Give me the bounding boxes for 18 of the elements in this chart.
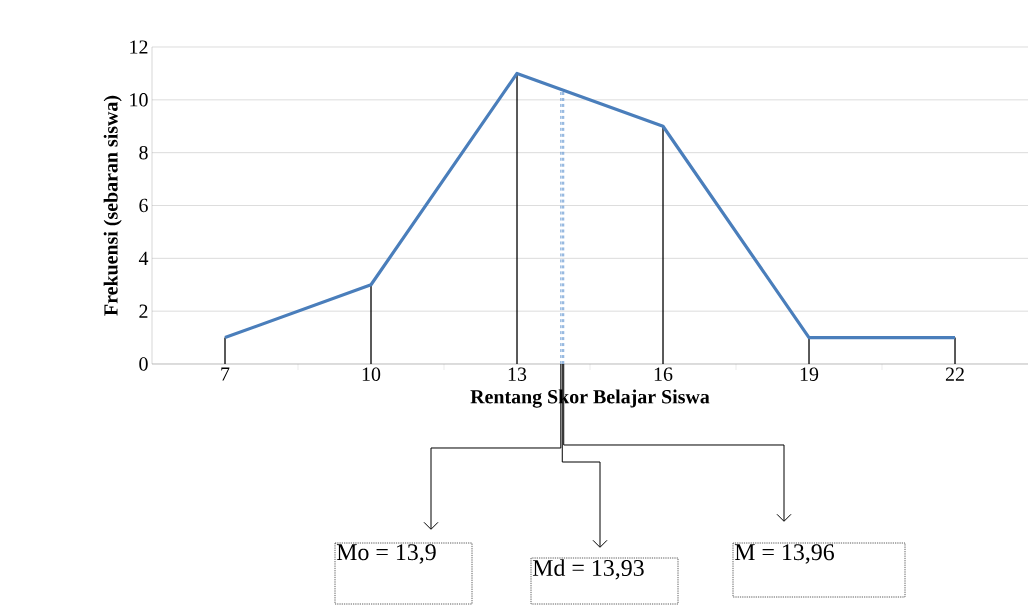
x-tick-label: 7: [221, 367, 230, 381]
y-tick-label: 10: [130, 93, 148, 107]
y-tick-label: 2: [139, 304, 148, 318]
y-tick-label: 6: [139, 198, 148, 213]
y-tick-label: 8: [139, 145, 148, 160]
y-tick-label: 12: [130, 40, 148, 54]
x-tick-label: 19: [800, 367, 819, 381]
x-tick-label: 22: [945, 367, 964, 381]
x-tick-label: 16: [654, 367, 673, 381]
line-series: [223, 71, 957, 340]
y-tick-label: 4: [138, 251, 149, 265]
y-tick-label: 0: [139, 357, 148, 371]
y-axis-title: Frekuensi (sebaran siswa): [103, 95, 122, 316]
ref-line-label: Md = 13,93: [532, 559, 644, 580]
x-tick-label: 10: [362, 367, 381, 381]
x-tick-label: 13: [508, 367, 527, 381]
ref-line-label: Mo = 13,9: [336, 544, 436, 564]
ref-line-label: M = 13,96: [734, 544, 834, 564]
